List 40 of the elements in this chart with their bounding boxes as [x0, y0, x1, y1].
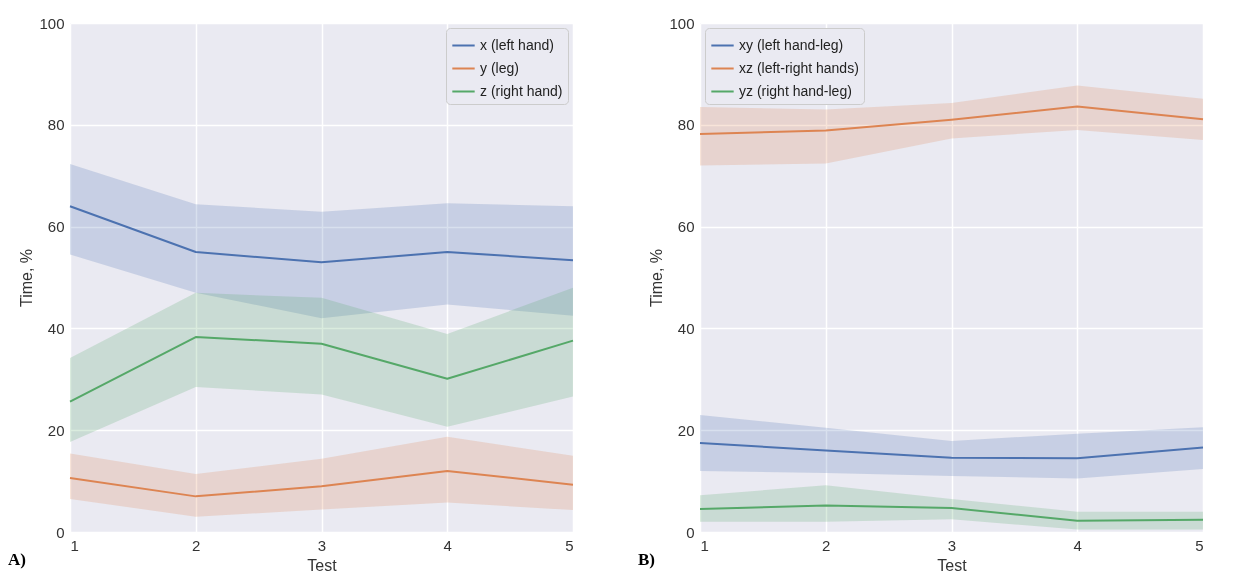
y-tick-label: 100: [39, 14, 65, 32]
y-tick-label: 40: [47, 319, 65, 337]
line-series: [699, 105, 1204, 135]
x-tick-label: 4: [443, 536, 452, 554]
line-series: [69, 336, 574, 403]
y-tick-label: 80: [47, 116, 65, 134]
legend-label: y (leg): [480, 59, 519, 76]
text: A): [8, 550, 26, 570]
text: B): [638, 550, 655, 570]
y-tick-label: 40: [677, 319, 695, 337]
legend-label: xy (left hand-leg): [739, 36, 844, 53]
line-series: [699, 504, 1204, 522]
x-tick-label: 3: [947, 536, 957, 554]
line-series: [699, 441, 1204, 460]
line-series: [69, 469, 574, 498]
x-tick-label: 5: [1195, 536, 1204, 554]
x-tick-label: 5: [565, 536, 574, 554]
x-tick-label: 3: [317, 536, 327, 554]
x-tick-label: 1: [70, 536, 79, 554]
x-tick-label: 1: [700, 536, 709, 554]
y-axis-title: Time, %: [18, 248, 36, 308]
y-tick-label: 0: [56, 523, 65, 541]
x-tick-label: 2: [822, 536, 831, 554]
legend-label: x (left hand): [480, 36, 554, 53]
x-tick-label: 2: [192, 536, 201, 554]
line-series: [69, 205, 574, 264]
y-tick-label: 80: [677, 116, 695, 134]
y-tick-label: 60: [47, 218, 65, 236]
x-axis-title: Test: [937, 556, 968, 574]
y-tick-label: 60: [677, 218, 695, 236]
legend-label: xz (left-right hands): [739, 59, 859, 76]
x-axis-title: Test: [307, 556, 338, 574]
y-tick-label: 20: [47, 421, 65, 439]
y-tick-label: 100: [669, 14, 695, 32]
y-tick-label: 20: [677, 421, 695, 439]
y-axis-title: Time, %: [648, 248, 666, 308]
y-tick-label: 0: [686, 523, 695, 541]
legend-label: yz (right hand-leg): [739, 82, 852, 99]
legend-label: z (right hand): [480, 82, 563, 99]
x-tick-label: 4: [1073, 536, 1082, 554]
